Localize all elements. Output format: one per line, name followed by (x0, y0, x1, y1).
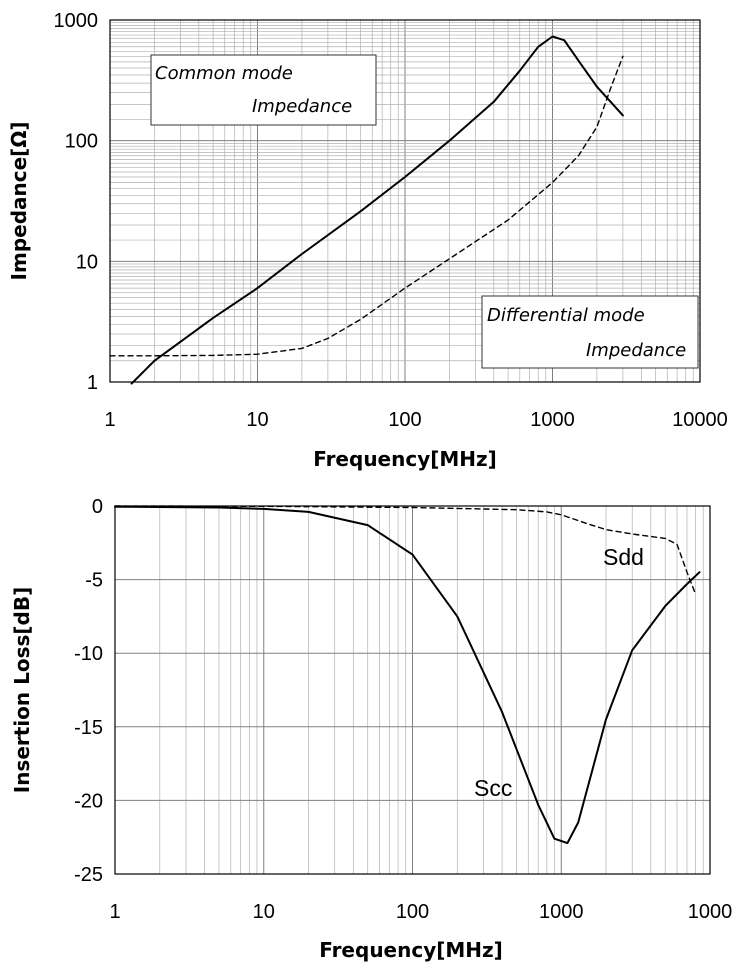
y-tick-label: -25 (74, 864, 103, 886)
insertion-loss-chart-series (114, 505, 701, 845)
x-tick-label: 100 (396, 901, 429, 923)
common-mode-legend-box (150, 54, 377, 126)
impedance-chart-x-title: Frequency[MHz] (313, 447, 497, 471)
x-tick-label: 1 (104, 409, 115, 431)
insertion-loss-chart-y-ticks: 0 -5 -10 -15 -20 -25 (74, 496, 103, 886)
insertion-loss-chart-plot-area (114, 505, 711, 875)
x-tick-label: 1 (109, 901, 120, 923)
y-tick-label: 1000 (54, 10, 99, 32)
y-tick-label: 10 (76, 251, 98, 273)
x-tick-label: 1000 (530, 409, 575, 431)
differential-mode-legend-line1: Differential mode (487, 305, 645, 326)
impedance-chart: 1 10 100 1000 10000 1 10 100 1000 Common mode I… (7, 10, 728, 471)
solid-series-line (130, 35, 624, 385)
impedance-chart-plot-area (109, 19, 701, 383)
common-mode-legend-line2: Impedance (252, 96, 352, 117)
x-tick-label: 10000 (672, 409, 728, 431)
differential-mode-legend-line2: Impedance (586, 340, 686, 361)
differential-mode-legend: Differential mode Impedance (481, 295, 699, 369)
x-tick-label: 1000 (539, 901, 584, 923)
scc-series-line (114, 505, 701, 845)
y-tick-label: 0 (92, 496, 103, 518)
impedance-chart-y-ticks: 1 10 100 1000 (54, 10, 99, 394)
insertion-loss-chart: 1 10 100 1000 1000 0 -5 -10 -15 -20 -25 Sdd Scc F… (10, 496, 732, 962)
y-tick-label: -20 (74, 790, 103, 812)
differential-mode-legend-box (481, 295, 699, 369)
common-mode-legend-line1: Common mode (155, 63, 293, 84)
scc-series-label: Scc (474, 775, 512, 801)
y-tick-label: 1 (87, 372, 98, 394)
insertion-loss-chart-x-title: Frequency[MHz] (319, 938, 503, 962)
common-mode-legend: Common mode Impedance (150, 54, 377, 126)
impedance-chart-series (109, 35, 624, 385)
y-tick-label: -10 (74, 643, 103, 665)
x-tick-label: 1000 (688, 901, 733, 923)
dashed-series-line (109, 55, 624, 357)
insertion-loss-chart-y-title: Insertion Loss[dB] (10, 587, 34, 794)
insertion-loss-chart-x-ticks: 1 10 100 1000 1000 (109, 901, 732, 923)
y-tick-label: -15 (74, 717, 103, 739)
x-tick-label: 100 (388, 409, 421, 431)
x-tick-label: 10 (253, 901, 275, 923)
impedance-chart-y-title: Impedance[Ω] (7, 122, 31, 281)
x-tick-label: 10 (246, 409, 268, 431)
sdd-series-line (114, 505, 697, 595)
sdd-series-label: Sdd (603, 544, 644, 570)
impedance-chart-x-ticks: 1 10 100 1000 10000 (104, 409, 727, 431)
y-tick-label: 100 (65, 131, 98, 153)
y-tick-label: -5 (85, 570, 103, 592)
